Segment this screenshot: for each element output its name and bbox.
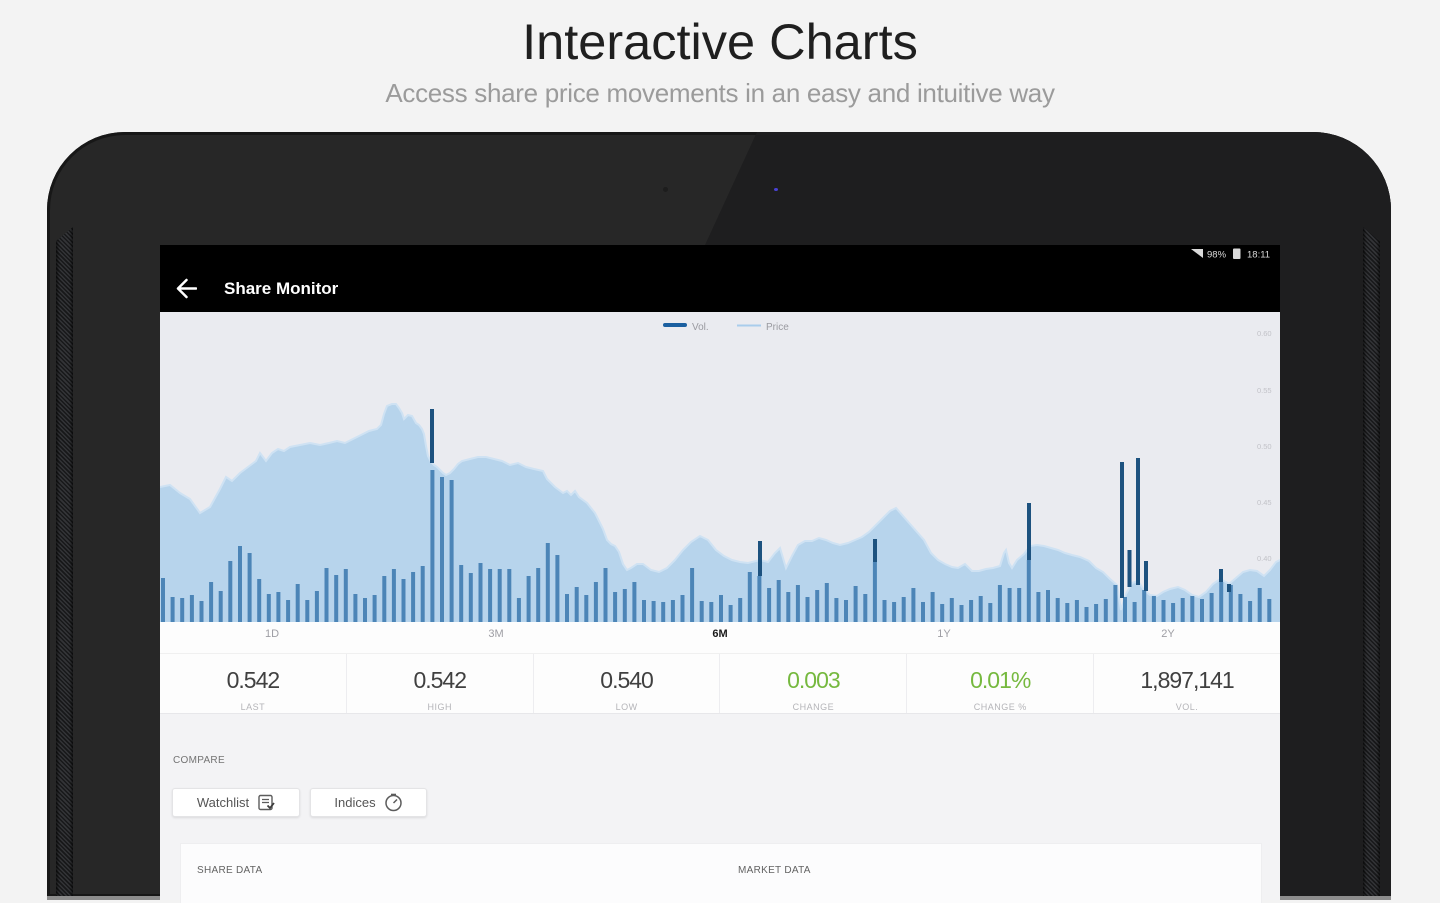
svg-text:18:11: 18:11 <box>1247 250 1270 261</box>
svg-text:Vol.: Vol. <box>692 322 709 333</box>
svg-text:Price: Price <box>766 322 789 333</box>
svg-text:0.50: 0.50 <box>1257 442 1272 451</box>
svg-text:0.40: 0.40 <box>1257 554 1272 563</box>
svg-text:98%: 98% <box>1207 250 1227 261</box>
svg-text:0.55: 0.55 <box>1257 386 1272 395</box>
svg-text:0.60: 0.60 <box>1257 329 1272 338</box>
svg-text:0.45: 0.45 <box>1257 498 1272 507</box>
